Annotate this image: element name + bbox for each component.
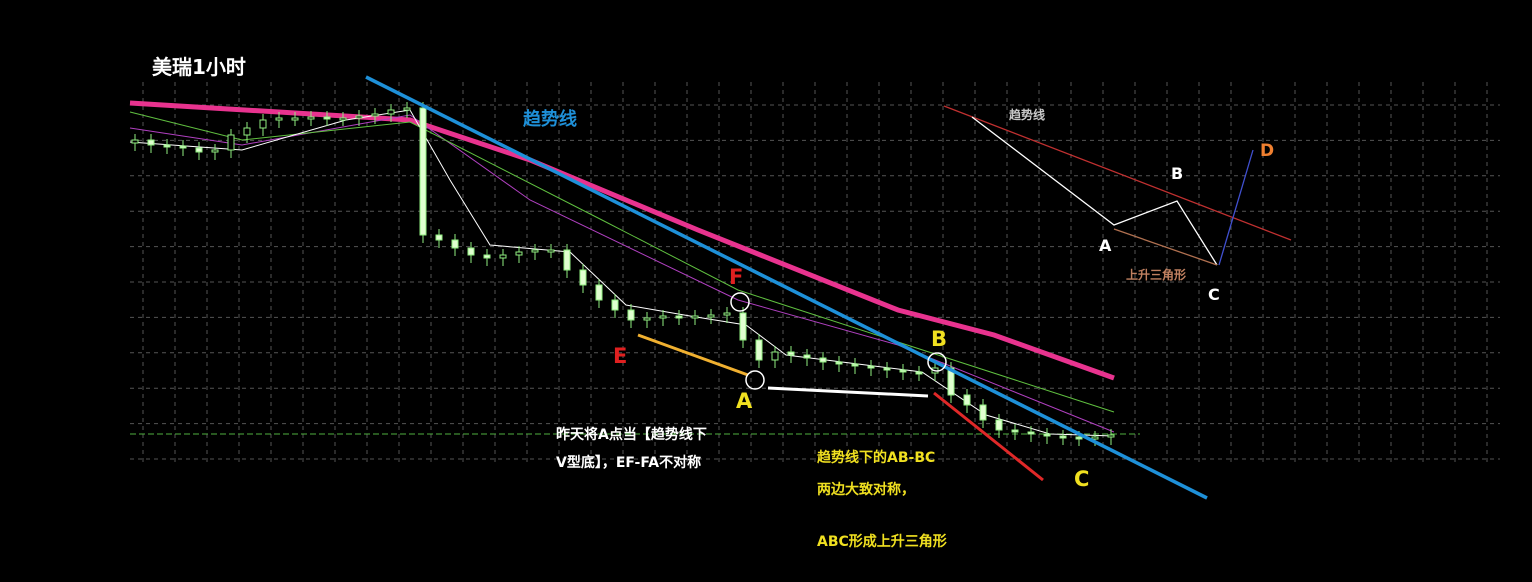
candle-body: [147, 139, 155, 146]
candle-body: [1091, 436, 1099, 440]
moving-average-line: [129, 100, 1115, 381]
grid: [130, 82, 1500, 462]
candle-body: [307, 116, 315, 120]
candle-body: [1059, 435, 1067, 439]
inset-trendline-label: 趋势线: [1009, 108, 1046, 122]
candle-body: [675, 315, 683, 319]
point-e-label: E: [613, 344, 628, 368]
candle-body: [355, 115, 363, 119]
point-a-label: A: [736, 389, 753, 413]
candle-body: [499, 254, 507, 259]
candle-body: [547, 249, 555, 253]
moving-averages: [129, 100, 1115, 437]
candle-body: [483, 254, 491, 259]
candle-body: [755, 339, 763, 361]
candle-body: [403, 107, 411, 111]
candle-body: [627, 309, 635, 321]
point-b-label: B: [931, 327, 948, 351]
candle-body: [739, 312, 747, 341]
candle-body: [659, 315, 667, 319]
inset-b-label: B: [1171, 164, 1184, 183]
candle-body: [819, 357, 827, 363]
moving-average-line: [129, 109, 1115, 437]
candle-body: [1107, 434, 1115, 438]
note2-line3: ABC形成上升三角形: [817, 534, 947, 550]
inset-d-label: D: [1260, 141, 1275, 161]
candle-body: [1043, 433, 1051, 437]
candle-body: [451, 239, 459, 249]
candle-body: [835, 361, 843, 365]
ab-line: [767, 386, 929, 398]
candle-body: [787, 351, 795, 356]
note1-line1: 昨天将A点当【趋势线下: [556, 427, 707, 443]
bc-line: [933, 391, 1044, 482]
candle-body: [211, 149, 219, 153]
candle-body: [467, 247, 475, 256]
ef-line: [637, 333, 749, 377]
candle-body: [435, 234, 443, 241]
candle-body: [643, 317, 651, 321]
candle-body: [339, 117, 347, 121]
chart-title: 美瑞1小时: [152, 55, 246, 79]
candle-body: [595, 284, 603, 301]
candle-body: [883, 367, 891, 371]
candle-body: [419, 107, 427, 236]
point-b-circle: [927, 352, 947, 372]
candle-body: [611, 299, 619, 311]
candle-body: [867, 365, 875, 369]
candle-body: [371, 113, 379, 117]
candle-body: [851, 363, 859, 367]
note1-line2: V型底】，EF-FA不对称: [556, 455, 702, 471]
note2-line1: 趋势线下的AB-BC: [817, 450, 936, 466]
inset-trendline: [943, 105, 1292, 241]
candle-body: [515, 251, 523, 256]
candle-body: [1075, 436, 1083, 440]
candle-body: [243, 127, 251, 136]
candle-body: [691, 315, 699, 319]
candle-body: [387, 109, 395, 115]
candle-body: [979, 404, 987, 421]
note2-line2: 两边大致对称，: [817, 482, 915, 498]
candle-body: [915, 371, 923, 375]
inset-abc-path: [971, 116, 1218, 266]
point-c-label: C: [1074, 467, 1090, 491]
inset-c-label: C: [1208, 285, 1220, 304]
candle-body: [227, 134, 235, 151]
candle-body: [579, 269, 587, 286]
candle-body: [323, 116, 331, 120]
inset-diagram: [943, 105, 1292, 266]
moving-average-line: [129, 111, 1115, 413]
candle-body: [131, 139, 139, 144]
candle-body: [563, 249, 571, 271]
candle-body: [723, 312, 731, 316]
candle-body: [963, 394, 971, 406]
inset-triangle-label: 上升三角形: [1126, 268, 1187, 282]
candle-body: [259, 119, 267, 129]
inset-a-label: A: [1099, 236, 1112, 255]
candle-body: [899, 369, 907, 373]
main-trendline: [365, 75, 1208, 500]
inset-breakout-line: [1218, 149, 1254, 266]
point-f-label: F: [729, 265, 744, 289]
candle-body: [995, 419, 1003, 431]
candle-body: [275, 117, 283, 121]
trendline-label: 趋势线: [523, 109, 577, 130]
candle-body: [1027, 431, 1035, 435]
candle-body: [163, 144, 171, 148]
candle-body: [707, 314, 715, 318]
candle-body: [803, 354, 811, 359]
candle-body: [195, 147, 203, 153]
candle-body: [531, 249, 539, 253]
candle-body: [771, 351, 779, 361]
candle-body: [1011, 429, 1019, 433]
point-a-circle: [745, 370, 765, 390]
inset-support-line: [1113, 228, 1218, 266]
point-f-circle: [730, 292, 750, 312]
candle-body: [291, 117, 299, 121]
candle-body: [179, 145, 187, 149]
moving-average-line: [129, 114, 1115, 433]
